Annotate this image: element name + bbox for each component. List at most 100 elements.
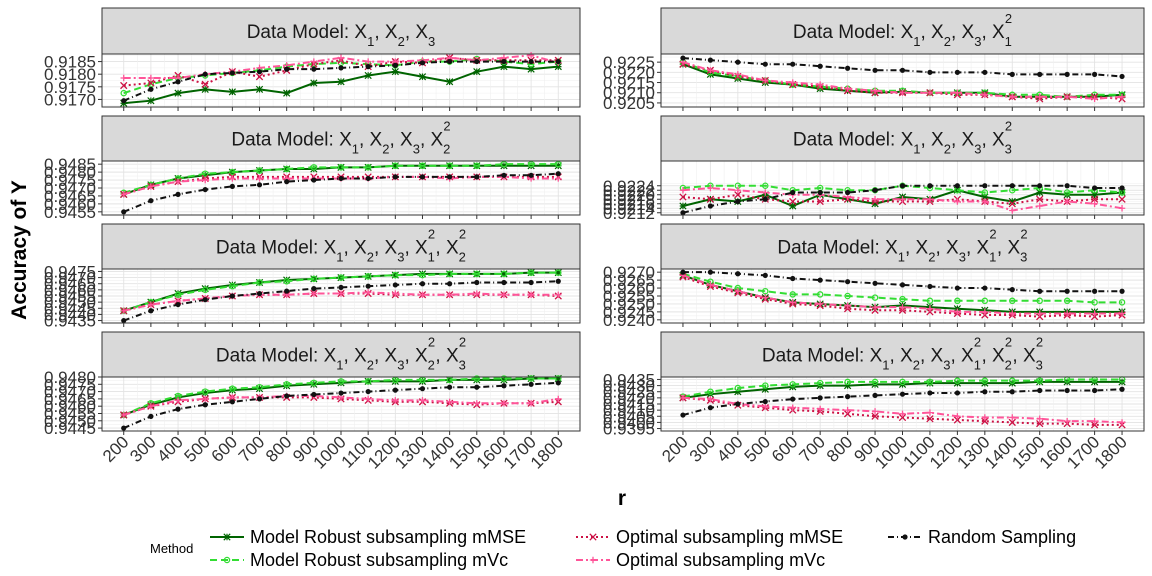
- data-point: [817, 395, 823, 401]
- x-tick-label: 700: [235, 432, 268, 465]
- facet-panel: Data Model: X1, X2, X3, X22 , X32 0.9445…: [44, 331, 581, 438]
- data-point: [789, 202, 797, 210]
- x-tick-label: 800: [823, 432, 856, 465]
- data-point: [201, 170, 209, 177]
- data-point: [762, 189, 769, 196]
- data-point: [474, 174, 480, 180]
- data-point: [872, 67, 878, 73]
- y-tick-label: 0.9265: [603, 271, 655, 290]
- data-point: [762, 382, 769, 389]
- data-point: [147, 74, 155, 82]
- y-tick-label: 0.9470: [44, 383, 96, 402]
- data-point: [844, 406, 851, 414]
- data-point: [1037, 288, 1043, 294]
- data-point: [927, 183, 933, 189]
- y-tick-label: 0.9455: [44, 287, 96, 306]
- data-point: [473, 162, 481, 170]
- facet-strip: [101, 331, 581, 378]
- data-point: [175, 79, 181, 85]
- data-point: [954, 285, 960, 291]
- y-tick-label: 0.9220: [603, 186, 655, 205]
- data-point: [762, 403, 769, 410]
- data-point: [735, 271, 741, 277]
- y-tick-label: 0.9224: [603, 177, 655, 196]
- data-point: [954, 413, 961, 420]
- data-point: [528, 279, 534, 286]
- data-point: [256, 182, 263, 188]
- data-point: [981, 417, 989, 425]
- data-point: [311, 177, 317, 183]
- data-point: [419, 397, 426, 404]
- data-point: [735, 198, 741, 205]
- data-point: [981, 91, 989, 98]
- data-point: [473, 375, 481, 382]
- data-point: [473, 68, 481, 76]
- data-point: [284, 288, 290, 294]
- data-point: [311, 286, 317, 292]
- facet-strip: [101, 223, 581, 270]
- data-point: [447, 281, 453, 287]
- data-point: [283, 165, 290, 173]
- data-point: [446, 162, 453, 170]
- data-point: [473, 290, 480, 297]
- data-point: [898, 413, 907, 422]
- y-tick-label: 0.9445: [44, 419, 96, 438]
- data-point: [364, 378, 372, 385]
- data-point: [555, 395, 562, 403]
- data-point: [256, 396, 263, 402]
- data-point: [120, 307, 127, 314]
- data-point: [527, 291, 535, 298]
- data-point: [926, 89, 934, 96]
- y-tick-label: 0.9250: [603, 295, 655, 314]
- data-point: [816, 197, 824, 206]
- data-point: [500, 400, 508, 407]
- data-point: [679, 193, 687, 201]
- legend-item: Random Sampling: [888, 527, 1076, 547]
- data-point: [982, 285, 988, 291]
- data-point: [500, 291, 508, 298]
- data-point: [391, 162, 399, 170]
- data-point: [148, 86, 154, 92]
- data-point: [981, 377, 989, 384]
- data-point: [392, 162, 399, 170]
- data-point: [337, 274, 345, 281]
- data-point: [365, 175, 371, 182]
- y-tick-label: 0.9220: [603, 63, 655, 82]
- data-point: [392, 290, 399, 297]
- data-point: [284, 179, 290, 185]
- data-point: [202, 186, 208, 193]
- y-tick-label: 0.9475: [44, 171, 96, 190]
- data-point: [1009, 310, 1016, 317]
- data-point: [202, 395, 209, 403]
- data-point: [310, 79, 318, 87]
- y-tick-label: 0.9460: [44, 397, 96, 416]
- legend-title: Method: [150, 541, 193, 556]
- data-point: [1036, 377, 1043, 384]
- data-point: [954, 308, 961, 316]
- series-line: [123, 163, 559, 194]
- data-point: [174, 178, 182, 185]
- y-tick-label: 0.9175: [44, 78, 96, 97]
- y-tick-label: 0.9170: [44, 90, 96, 109]
- data-point: [1037, 71, 1043, 77]
- facet-title: Data Model: X1, X2, X3, X12 , X22: [216, 227, 466, 265]
- data-point: [500, 375, 508, 382]
- data-point: [927, 283, 933, 290]
- data-point: [474, 384, 480, 390]
- data-point: [201, 80, 209, 88]
- data-point: [1092, 185, 1098, 191]
- data-point: [762, 272, 768, 278]
- data-point: [845, 394, 851, 400]
- data-point: [707, 184, 714, 192]
- data-point: [229, 175, 236, 182]
- data-point: [284, 393, 290, 399]
- data-point: [1008, 200, 1016, 208]
- data-point: [527, 52, 535, 59]
- data-point: [1009, 71, 1015, 77]
- data-point: [1118, 205, 1126, 212]
- data-point: [310, 275, 318, 283]
- data-point: [364, 71, 372, 80]
- data-point: [555, 58, 561, 65]
- data-point: [283, 381, 290, 388]
- data-point: [1090, 191, 1099, 199]
